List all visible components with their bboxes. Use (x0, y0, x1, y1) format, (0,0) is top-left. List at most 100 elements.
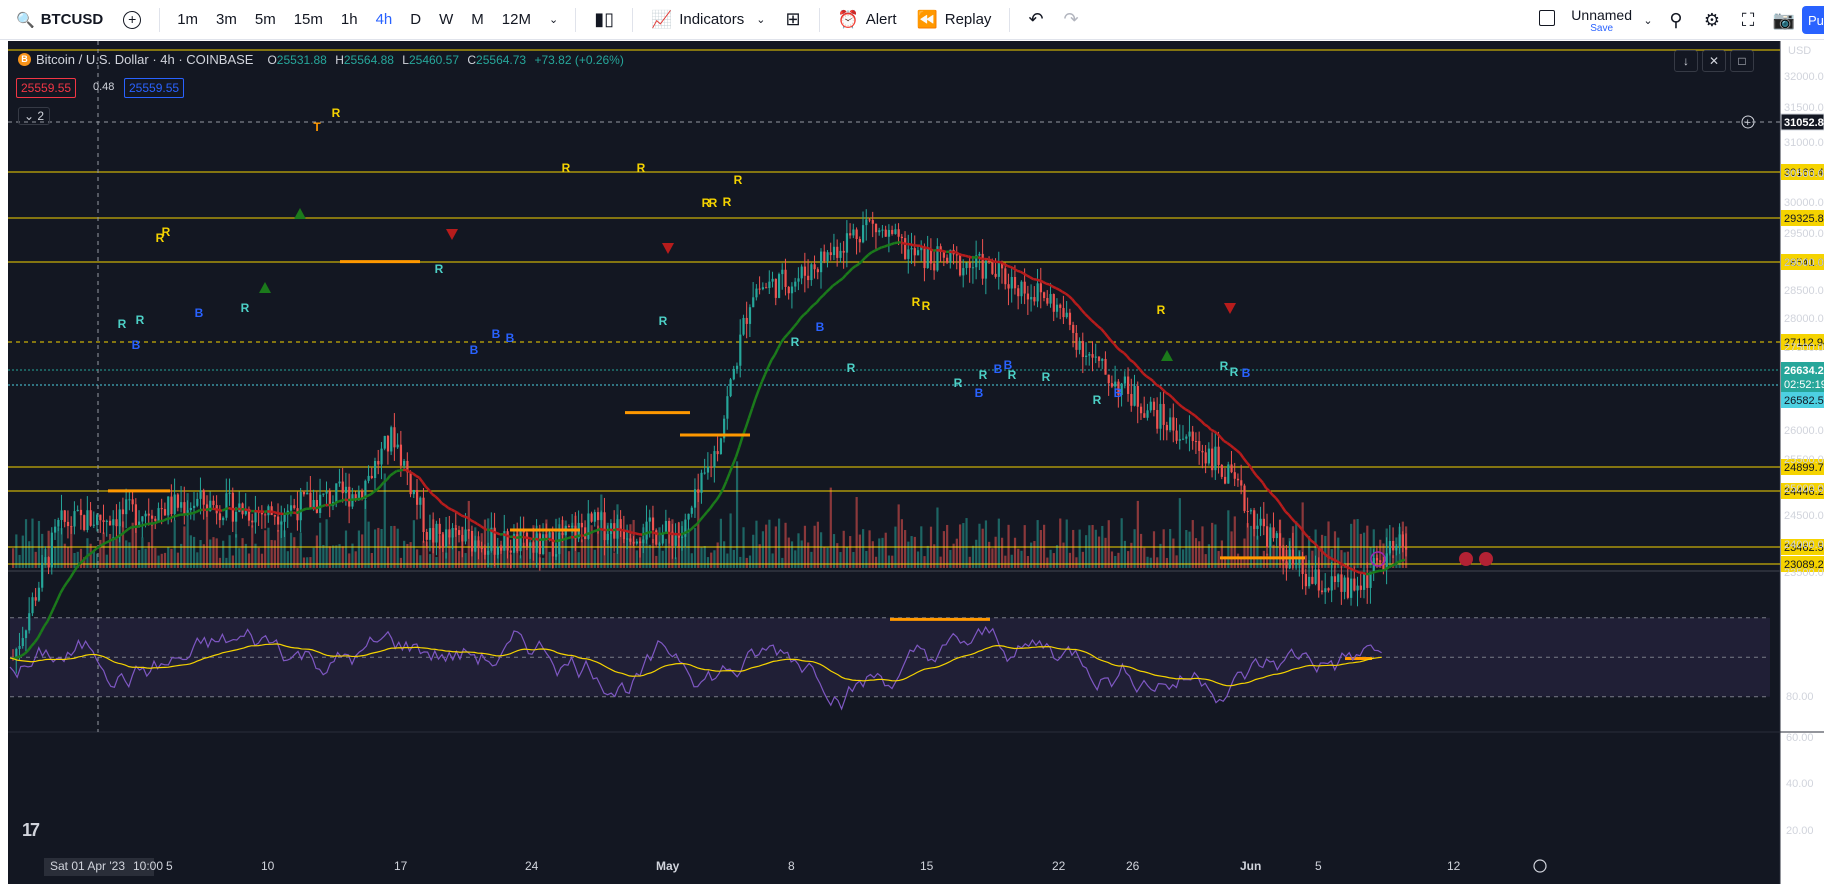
timeframe-4h[interactable]: 4h (367, 0, 402, 40)
candle-body (907, 249, 909, 259)
timeframe-15m[interactable]: 15m (285, 0, 332, 40)
sell-price-button[interactable]: 25559.55 (16, 78, 76, 98)
currency-label: USD (1788, 45, 1811, 57)
volume-bar (613, 553, 615, 568)
gear-icon[interactable]: ⚙ (1694, 10, 1730, 31)
timeframe-1h[interactable]: 1h (332, 0, 367, 40)
candle-body (1260, 519, 1262, 526)
candle-body (154, 519, 156, 521)
collapse-icon[interactable]: ✕ (1702, 50, 1726, 72)
trend-ma-segment (885, 245, 888, 246)
candle-body (1208, 449, 1210, 464)
time-tick-label: May (656, 859, 680, 873)
buy-price-button[interactable]: 25559.55 (124, 78, 184, 98)
redo-icon: ↷ (1064, 9, 1079, 30)
indicators-collapse-button[interactable]: ⌄ 2 (18, 107, 50, 125)
candle-body (752, 297, 754, 307)
volume-bar (940, 557, 942, 568)
undo-button[interactable]: ↶ (1018, 0, 1053, 40)
chart-type-button[interactable]: ▮▯ (584, 0, 624, 40)
timeframe-12m[interactable]: 12M (493, 0, 540, 40)
trend-ma-segment (1053, 287, 1056, 288)
arrow-down-icon[interactable]: ↓ (1674, 50, 1698, 72)
candle-body (972, 267, 974, 268)
candles-icon: ▮▯ (594, 9, 614, 30)
indicators-button[interactable]: 📈 Indicators ⌄ (641, 0, 775, 40)
volume-bar (261, 554, 263, 568)
volume-bar (54, 547, 56, 568)
volume-bar (917, 551, 919, 568)
candle-body (1004, 268, 1006, 284)
fullscreen-icon[interactable]: ⛶ (1730, 10, 1766, 31)
trend-ma-segment (477, 524, 480, 526)
trend-ma-segment (523, 537, 526, 538)
quick-search-icon[interactable]: ⚲ (1658, 10, 1694, 31)
candle-body (865, 219, 867, 225)
replay-button[interactable]: ⏪ Replay (907, 0, 1002, 40)
camera-icon[interactable]: 📷 (1766, 10, 1802, 31)
candle-body (1211, 449, 1213, 471)
layout-square-icon[interactable] (1529, 10, 1565, 31)
candle-body (73, 511, 75, 526)
volume-bar (229, 535, 231, 568)
candle-body (1405, 547, 1407, 549)
timeframe-m[interactable]: M (462, 0, 493, 40)
trend-ma-segment (681, 533, 684, 534)
compare-button[interactable]: + (113, 0, 151, 40)
candle-body (196, 499, 198, 506)
trend-ma-segment (1382, 569, 1385, 570)
publish-button[interactable]: Pu (1802, 6, 1824, 34)
volume-bar (1182, 549, 1184, 568)
timeframe-3m[interactable]: 3m (207, 0, 246, 40)
candle-body (1188, 432, 1190, 437)
candle-body (141, 516, 143, 521)
candle-body (1327, 588, 1329, 590)
timeframe-dropdown[interactable]: ⌄ (540, 0, 567, 40)
indicator-count: 2 (37, 109, 44, 123)
timeframe-1m[interactable]: 1m (168, 0, 207, 40)
candle-body (1198, 441, 1200, 451)
trend-ma-segment (578, 535, 581, 536)
candle-body (222, 518, 224, 520)
chevron-down-icon[interactable]: ⌄ (1638, 14, 1658, 27)
candle-body (229, 493, 231, 494)
candle-body (991, 262, 993, 274)
timeframe-d[interactable]: D (401, 0, 430, 40)
volume-bar (1137, 501, 1139, 568)
redo-button[interactable]: ↷ (1054, 0, 1089, 40)
candle-body (713, 451, 715, 467)
timeframe-5m[interactable]: 5m (246, 0, 285, 40)
trend-ma-segment (406, 470, 409, 472)
candle-body (736, 366, 738, 369)
candle-body (1250, 510, 1252, 511)
trend-ma-segment (856, 264, 859, 266)
volume-bar (313, 548, 315, 568)
candle-body (280, 522, 282, 525)
candle-body (856, 229, 858, 239)
trend-ma-segment (455, 511, 458, 513)
alert-button[interactable]: ⏰ Alert (828, 0, 907, 40)
volume-bar (833, 534, 835, 568)
candle-body (180, 502, 182, 508)
signal-label: B (492, 327, 501, 341)
price-tick-label: 26000.00 (1784, 425, 1824, 437)
candle-body (933, 263, 935, 270)
maximize-icon[interactable]: □ (1730, 50, 1754, 72)
timeframe-w[interactable]: W (430, 0, 462, 40)
candle-body (345, 487, 347, 493)
layout-name-button[interactable]: Unnamed Save (1571, 7, 1632, 34)
symbol-search[interactable]: 🔍 BTCUSD (0, 0, 113, 40)
volume-bar (80, 549, 82, 568)
candle-body (1243, 486, 1245, 511)
candle-body (35, 597, 37, 600)
high-value: 25564.88 (344, 53, 394, 67)
volume-bar (1192, 520, 1194, 568)
volume-bar (1004, 556, 1006, 568)
volume-bar (1163, 529, 1165, 568)
candle-body (151, 516, 153, 519)
templates-button[interactable]: ⊞ (775, 0, 810, 40)
trend-ma-segment (969, 257, 972, 258)
trend-ma-segment (1353, 570, 1356, 571)
volume-bar (846, 547, 848, 568)
